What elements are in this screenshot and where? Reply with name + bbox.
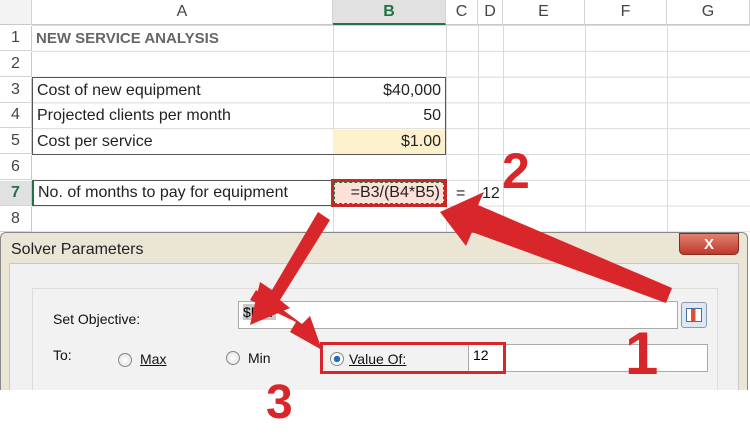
input-table-border <box>32 77 446 155</box>
arrow-2 <box>250 212 330 325</box>
cell-a1[interactable]: NEW SERVICE ANALYSIS <box>36 30 219 47</box>
arrow-3 <box>250 290 322 350</box>
column-header-d[interactable]: D <box>478 0 503 25</box>
value-of-radio[interactable] <box>330 352 344 366</box>
cell-a3[interactable]: Cost of new equipment <box>37 81 201 99</box>
cell-b5[interactable]: $1.00 <box>333 129 445 154</box>
select-all[interactable] <box>0 0 32 25</box>
row-header[interactable]: 7 <box>0 180 32 206</box>
cell-b7-formula[interactable]: =B3/(B4*B5) <box>331 179 447 207</box>
range-select-button[interactable] <box>681 302 707 328</box>
row-header[interactable]: 8 <box>0 206 32 232</box>
value-of-label[interactable]: Value Of: <box>349 351 407 367</box>
max-radio[interactable] <box>118 353 132 367</box>
row-header[interactable]: 2 <box>0 51 32 77</box>
row-header[interactable]: 4 <box>0 103 32 129</box>
min-radio[interactable] <box>226 351 240 365</box>
row-header[interactable]: 1 <box>0 26 32 51</box>
column-header-e[interactable]: E <box>503 0 585 25</box>
cell-d7[interactable]: 12 <box>482 184 500 202</box>
white-footer <box>0 390 750 446</box>
row-header[interactable]: 5 <box>0 129 32 155</box>
annotation-label-1: 1 <box>625 320 658 387</box>
arrow-1 <box>440 192 672 303</box>
cell-c7[interactable]: = <box>456 184 466 202</box>
min-label[interactable]: Min <box>248 350 271 366</box>
annotation-label-3: 3 <box>266 376 293 429</box>
objective-panel: Set Objective: $B$7 To: Max Min 12 Value… <box>32 288 718 390</box>
cell-b4[interactable]: 50 <box>423 107 441 124</box>
value-of-highlight <box>320 342 506 374</box>
annotation-label-2: 2 <box>502 143 530 199</box>
value-of-input[interactable]: 12 <box>468 344 708 372</box>
row-header[interactable]: 6 <box>0 155 32 180</box>
cell-a5[interactable]: Cost per service <box>37 133 153 150</box>
dialog-title: Solver Parameters <box>11 241 144 258</box>
to-label: To: <box>53 347 72 363</box>
column-header-b[interactable]: B <box>333 0 446 25</box>
max-label[interactable]: Max <box>140 351 167 367</box>
column-header-f[interactable]: F <box>585 0 667 25</box>
close-button[interactable]: X <box>679 233 739 255</box>
range-select-icon <box>686 308 702 322</box>
column-header-c[interactable]: C <box>446 0 478 25</box>
cell-a4[interactable]: Projected clients per month <box>37 107 231 124</box>
spreadsheet: A B C D E F G 1 2 3 4 5 6 7 8 NEW SERVIC… <box>0 0 750 232</box>
column-header-a[interactable]: A <box>32 0 333 25</box>
row-header[interactable]: 3 <box>0 77 32 103</box>
cell-b3[interactable]: $40,000 <box>383 81 441 99</box>
set-objective-label: Set Objective: <box>53 311 141 327</box>
